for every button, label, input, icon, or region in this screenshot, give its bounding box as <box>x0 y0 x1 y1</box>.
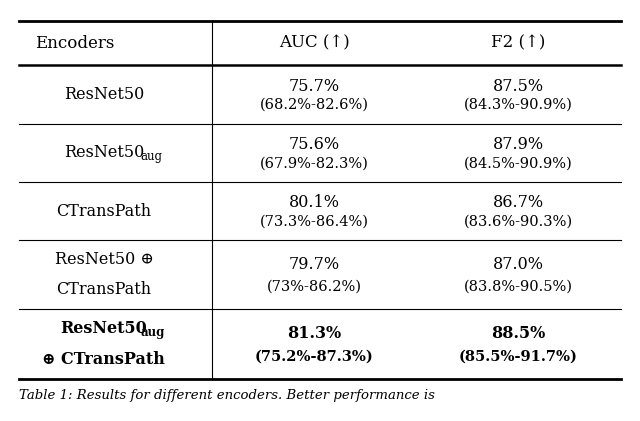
Text: CTransPath: CTransPath <box>56 281 152 298</box>
Text: 75.7%: 75.7% <box>289 78 340 95</box>
Text: 80.1%: 80.1% <box>289 195 339 211</box>
Text: (83.8%-90.5%): (83.8%-90.5%) <box>464 280 573 294</box>
Text: (83.6%-90.3%): (83.6%-90.3%) <box>464 215 573 229</box>
Text: (84.5%-90.9%): (84.5%-90.9%) <box>464 156 573 170</box>
Text: 87.0%: 87.0% <box>493 256 544 273</box>
Text: (85.5%-91.7%): (85.5%-91.7%) <box>459 349 578 363</box>
Text: aug: aug <box>140 150 163 163</box>
Text: (75.2%-87.3%): (75.2%-87.3%) <box>255 349 373 363</box>
Text: ResNet50 ⊕: ResNet50 ⊕ <box>54 251 154 268</box>
Text: Table 1: Results for different encoders. Better performance is: Table 1: Results for different encoders.… <box>19 389 435 402</box>
Text: ResNet50: ResNet50 <box>64 86 144 103</box>
Text: ⊕ CTransPath: ⊕ CTransPath <box>42 351 165 368</box>
Text: (73%-86.2%): (73%-86.2%) <box>266 280 362 294</box>
Text: 86.7%: 86.7% <box>493 195 544 211</box>
Text: (67.9%-82.3%): (67.9%-82.3%) <box>260 156 369 170</box>
Text: F2 (↑): F2 (↑) <box>492 35 546 52</box>
Text: (73.3%-86.4%): (73.3%-86.4%) <box>259 215 369 229</box>
Text: 87.5%: 87.5% <box>493 78 544 95</box>
Text: 75.6%: 75.6% <box>289 136 340 153</box>
Text: 88.5%: 88.5% <box>492 325 546 342</box>
Text: (68.2%-82.6%): (68.2%-82.6%) <box>259 98 369 112</box>
Text: CTransPath: CTransPath <box>56 203 152 219</box>
Text: ResNet50: ResNet50 <box>61 320 147 337</box>
Text: 79.7%: 79.7% <box>289 256 340 273</box>
Text: 87.9%: 87.9% <box>493 136 544 153</box>
Text: (84.3%-90.9%): (84.3%-90.9%) <box>464 98 573 112</box>
Text: aug: aug <box>140 326 164 339</box>
Text: 81.3%: 81.3% <box>287 325 341 342</box>
Text: Encoders: Encoders <box>35 35 114 52</box>
Text: AUC (↑): AUC (↑) <box>278 35 349 52</box>
Text: ResNet50: ResNet50 <box>64 144 144 161</box>
